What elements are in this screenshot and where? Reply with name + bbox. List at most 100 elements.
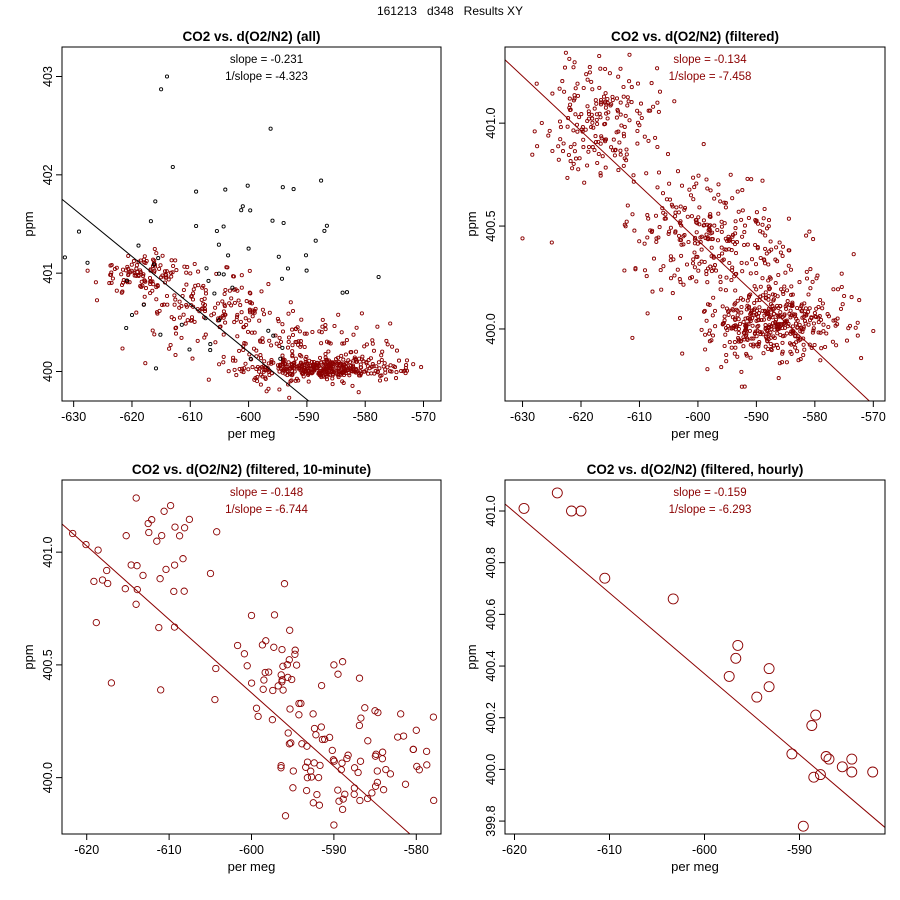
data-point bbox=[722, 247, 727, 252]
data-point bbox=[678, 204, 683, 209]
data-point bbox=[644, 171, 649, 176]
data-point bbox=[752, 284, 757, 289]
data-point bbox=[655, 144, 660, 150]
data-point bbox=[625, 103, 630, 108]
data-point bbox=[253, 306, 258, 311]
data-point bbox=[120, 346, 125, 351]
data-point bbox=[154, 251, 159, 256]
data-point bbox=[173, 258, 178, 263]
data-point bbox=[603, 105, 608, 110]
data-point bbox=[248, 356, 253, 361]
data-point bbox=[303, 774, 312, 782]
data-point bbox=[401, 780, 410, 788]
data-point bbox=[694, 254, 699, 259]
data-point bbox=[351, 366, 356, 371]
data-point bbox=[771, 343, 776, 348]
data-point bbox=[800, 315, 805, 320]
data-point bbox=[753, 218, 758, 223]
data-point bbox=[574, 122, 580, 127]
data-point bbox=[808, 286, 813, 291]
data-point bbox=[364, 368, 369, 373]
data-point bbox=[376, 360, 381, 365]
data-point bbox=[194, 223, 199, 229]
data-point bbox=[661, 264, 666, 269]
data-point bbox=[711, 295, 716, 300]
data-point bbox=[215, 301, 221, 306]
data-point bbox=[264, 389, 269, 394]
data-point bbox=[621, 134, 627, 139]
data-point bbox=[134, 263, 139, 268]
data-point bbox=[303, 356, 308, 361]
data-point bbox=[411, 362, 416, 367]
data-point bbox=[607, 71, 612, 76]
data-point bbox=[142, 254, 147, 259]
data-point bbox=[645, 311, 650, 316]
data-point bbox=[290, 354, 295, 359]
data-point bbox=[614, 96, 620, 101]
data-point bbox=[138, 284, 143, 289]
data-point bbox=[653, 213, 659, 218]
data-point bbox=[730, 196, 735, 201]
data-point bbox=[818, 358, 823, 363]
data-point bbox=[286, 360, 291, 365]
x-tick-label: -590 bbox=[294, 410, 319, 424]
data-point bbox=[596, 139, 601, 144]
data-point bbox=[755, 324, 760, 329]
data-point bbox=[280, 185, 285, 190]
data-point bbox=[203, 288, 208, 293]
data-point bbox=[757, 340, 762, 345]
data-point bbox=[853, 325, 858, 330]
data-point bbox=[756, 318, 761, 323]
data-point bbox=[143, 286, 149, 291]
chart-title: CO2 vs. d(O2/N2) (filtered, 10-minute) bbox=[132, 462, 371, 477]
data-point bbox=[150, 328, 155, 333]
data-point bbox=[735, 354, 740, 359]
data-point bbox=[705, 236, 710, 241]
data-point bbox=[779, 287, 784, 292]
data-point bbox=[730, 234, 735, 239]
data-point bbox=[289, 361, 294, 366]
data-point bbox=[712, 308, 718, 313]
data-point bbox=[166, 501, 175, 510]
data-point bbox=[586, 109, 591, 114]
chart-title: CO2 vs. d(O2/N2) (all) bbox=[182, 29, 320, 44]
x-tick-label: -610 bbox=[597, 843, 622, 857]
data-point bbox=[302, 786, 311, 795]
x-axis-label: per meg bbox=[228, 859, 276, 874]
data-point bbox=[713, 268, 719, 273]
data-point bbox=[310, 329, 315, 335]
y-axis-label: ppm bbox=[464, 211, 479, 236]
x-tick-label: -580 bbox=[802, 410, 827, 424]
data-point bbox=[339, 330, 344, 335]
data-point bbox=[846, 326, 851, 331]
data-point bbox=[740, 234, 745, 239]
data-point bbox=[753, 242, 758, 248]
data-point bbox=[804, 313, 809, 318]
data-point bbox=[611, 137, 616, 142]
data-point bbox=[325, 733, 334, 742]
data-point bbox=[649, 81, 654, 86]
data-point bbox=[147, 275, 153, 281]
data-point bbox=[733, 317, 738, 322]
data-point bbox=[625, 95, 630, 100]
data-point bbox=[723, 670, 735, 682]
data-point bbox=[306, 371, 311, 376]
data-point bbox=[148, 219, 153, 224]
data-point bbox=[289, 767, 297, 775]
data-point bbox=[762, 206, 767, 212]
data-point bbox=[793, 321, 799, 326]
data-point bbox=[704, 232, 709, 237]
data-point bbox=[690, 261, 696, 266]
data-point bbox=[594, 117, 599, 122]
data-point bbox=[715, 227, 720, 233]
data-point bbox=[689, 214, 694, 219]
data-point bbox=[239, 310, 244, 315]
chart-annotation: slope = -0.159 bbox=[673, 487, 746, 499]
x-tick-label: -600 bbox=[692, 843, 717, 857]
data-point bbox=[341, 380, 346, 386]
data-point bbox=[638, 101, 644, 106]
data-point bbox=[705, 280, 710, 285]
data-point bbox=[594, 112, 599, 117]
data-point bbox=[299, 354, 304, 359]
data-point bbox=[580, 125, 585, 130]
